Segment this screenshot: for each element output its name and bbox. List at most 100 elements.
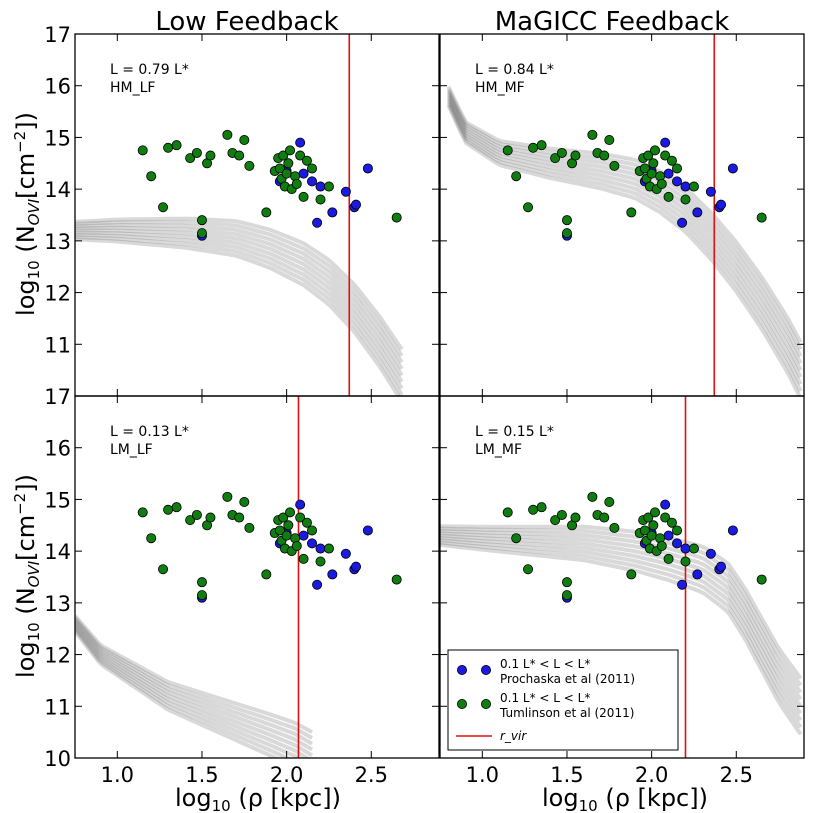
tumlinson-point [137, 507, 148, 518]
tumlinson-point [261, 207, 272, 218]
prochaska-point [716, 561, 727, 572]
simulation-profile-line [75, 618, 314, 746]
simulation-band [446, 85, 803, 396]
model-name-label: LM_MF [475, 442, 522, 458]
y-axis-label-bottom: log10 (NOVI[cm−2]) [11, 474, 43, 678]
tumlinson-point [234, 512, 245, 523]
tumlinson-point [205, 512, 216, 523]
legend-prochaska-range: 0.1 L* < L < L* [500, 657, 590, 671]
prochaska-point [705, 186, 716, 197]
luminosity-label: L = 0.84 L* [475, 62, 554, 78]
x-tick-label: 1.0 [466, 763, 499, 787]
tumlinson-point [666, 517, 677, 528]
y-axis-label-close: ]) [12, 474, 40, 493]
tumlinson-point [587, 491, 598, 502]
simulation-profile-line [75, 624, 311, 758]
tumlinson-point [656, 178, 667, 189]
tumlinson-point [650, 145, 661, 156]
prochaska-point [727, 525, 738, 536]
simulation-profile-line [440, 538, 803, 722]
tumlinson-point [283, 520, 294, 531]
y-tick-label: 10 [44, 747, 71, 771]
y-tick-label: 15 [44, 126, 71, 150]
simulation-profile-line [75, 622, 314, 758]
tumlinson-point [301, 517, 312, 528]
panel-lm-lf: 1.0 1.5 2.0 2.5 10 11 12 13 14 15 16 17 L = 0.13 L* L… [44, 385, 440, 787]
tumlinson-point [626, 569, 637, 580]
tumlinson-point [291, 178, 302, 189]
x-tick-label: 2.5 [355, 763, 388, 787]
y-tick-label: 13 [44, 592, 71, 616]
legend-prochaska-marker [456, 665, 467, 676]
tumlinson-point [756, 574, 767, 585]
tumlinson-point [643, 150, 654, 161]
y-tick-label: 16 [44, 75, 71, 99]
prochaska-point [340, 186, 351, 197]
tumlinson-point [298, 191, 309, 202]
tumlinson-point [278, 150, 289, 161]
tumlinson-point [274, 525, 285, 536]
plot-area [75, 396, 402, 758]
simulation-band [75, 614, 314, 758]
tumlinson-point [391, 212, 402, 223]
tumlinson-point [561, 215, 572, 226]
legend-rvir-label: r_vir [500, 729, 527, 743]
y-axis-label-sup: −2 [11, 493, 29, 515]
tumlinson-point [274, 163, 285, 174]
column-title-magicc-feedback: MaGICC Feedback [495, 7, 730, 37]
tumlinson-point [281, 168, 292, 179]
y-axis-label-sub-ovi: OVI [25, 198, 43, 225]
plot-area [446, 34, 803, 396]
simulation-profile-line [440, 524, 803, 680]
simulation-profile-line [446, 97, 803, 379]
y-axis-label-body: (N [12, 225, 40, 260]
prochaska-point [672, 538, 683, 549]
tumlinson-point [570, 512, 581, 523]
simulation-profile-line [75, 230, 404, 383]
legend-prochaska-marker [480, 665, 491, 676]
prochaska-point [312, 579, 323, 590]
tumlinson-point [222, 129, 233, 140]
prochaska-point [705, 548, 716, 559]
simulation-profile-line [440, 531, 803, 701]
x-tick-label: 1.5 [550, 763, 583, 787]
y-axis-label-close: ]) [12, 112, 40, 131]
tumlinson-point [163, 142, 174, 153]
tumlinson-point [244, 160, 255, 171]
tumlinson-point [536, 140, 547, 151]
simulation-profile-line [446, 102, 803, 393]
tumlinson-point [244, 522, 255, 533]
simulation-profile-line [440, 536, 803, 715]
tumlinson-point [550, 153, 561, 164]
tumlinson-point [604, 135, 615, 146]
tumlinson-point [599, 150, 610, 161]
tumlinson-point [315, 556, 326, 567]
legend-tumlinson-source: Tumlinson et al (2011) [499, 706, 634, 720]
prochaska-point [663, 168, 674, 179]
tumlinson-point [315, 194, 326, 205]
simulation-profile-line [75, 216, 404, 351]
tumlinson-point [666, 155, 677, 166]
tumlinson-point [278, 512, 289, 523]
tumlinson-point [239, 497, 250, 508]
tumlinson-point [261, 569, 272, 580]
model-name-label: LM_LF [110, 442, 153, 458]
tumlinson-point [295, 512, 306, 523]
simulation-profile-line [440, 533, 803, 708]
x-axis-label-prefix: log [542, 784, 579, 812]
tumlinson-point [626, 207, 637, 218]
y-axis-label-top: log10 (NOVI[cm−2]) [11, 112, 43, 316]
prochaska-point [692, 569, 703, 580]
x-axis-label-prefix: log [175, 784, 212, 812]
tumlinson-point [301, 155, 312, 166]
y-axis-label-sub10: 10 [25, 260, 43, 279]
tumlinson-point [511, 533, 522, 544]
prochaska-point [660, 499, 671, 510]
prochaska-point [307, 538, 318, 549]
prochaska-point [340, 548, 351, 559]
tumlinson-point [528, 504, 539, 515]
tumlinson-point [643, 512, 654, 523]
tumlinson-point [604, 497, 615, 508]
prochaska-point [312, 217, 323, 228]
tumlinson-point [281, 530, 292, 541]
